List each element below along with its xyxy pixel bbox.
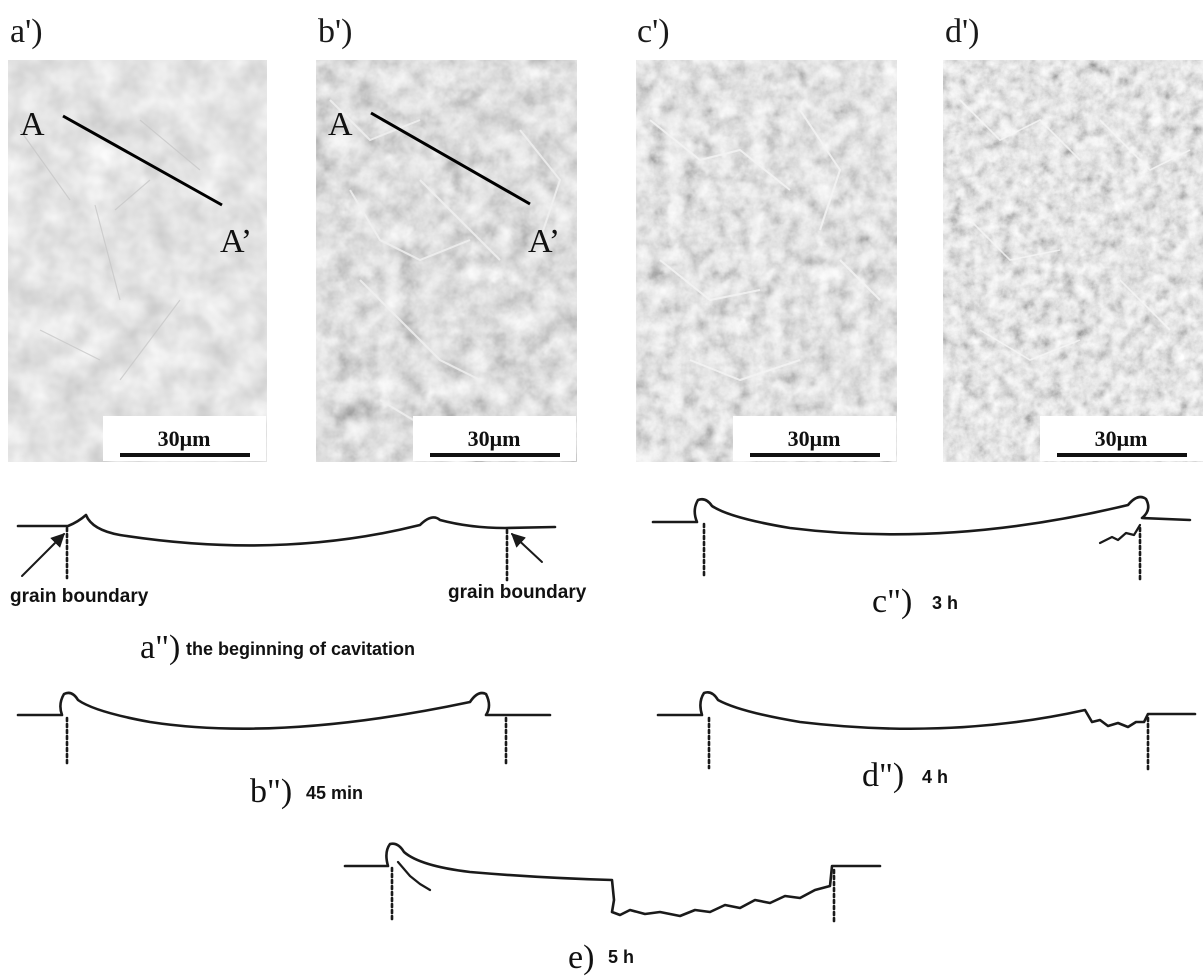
sem-image-b <box>316 60 577 462</box>
scale-label-b: 30μm <box>468 426 521 451</box>
point-b-end: A’ <box>528 223 560 260</box>
section-line-b <box>370 111 531 206</box>
sem-image-a <box>8 60 267 462</box>
profile-b <box>16 691 552 767</box>
profile-a-line <box>16 513 557 547</box>
scale-label-d: 30μm <box>1095 426 1148 451</box>
micrograph-a: a') A A’ 30μm <box>8 13 267 462</box>
sem-image-c <box>636 60 897 462</box>
gb-label-right: grain boundary <box>448 582 587 603</box>
micrograph-c: c') 30μm <box>636 13 897 462</box>
micrograph-d: d') 30μm <box>943 13 1203 462</box>
gb-arrow-left <box>21 533 65 577</box>
gb-arrow-right <box>510 533 543 563</box>
profile-e-crack <box>396 860 432 892</box>
profile-a-label: a") <box>140 629 180 666</box>
scale-bar-d <box>1057 453 1187 457</box>
profile-a <box>16 513 557 582</box>
micrograph-b: b') A A’ 30μm <box>316 13 577 462</box>
scale-bar-b <box>430 453 560 457</box>
profile-b-line <box>16 691 552 730</box>
profile-e-caption: 5 h <box>608 947 634 967</box>
profile-e <box>343 842 882 926</box>
sem-image-d <box>943 60 1203 462</box>
profile-c-caption: 3 h <box>932 593 958 613</box>
point-a-end: A’ <box>220 223 252 260</box>
scale-bar-a <box>120 453 250 457</box>
micrograph-c-label: c') <box>637 13 670 50</box>
point-a-start: A <box>20 106 45 143</box>
profile-c-label: c") <box>872 583 912 620</box>
profile-a-caption: the beginning of cavitation <box>186 639 415 659</box>
profile-b-label: b") <box>250 773 292 810</box>
scale-label-c: 30μm <box>788 426 841 451</box>
micrograph-a-label: a') <box>10 13 43 50</box>
gb-label-left: grain boundary <box>10 586 149 607</box>
profile-c-line <box>651 495 1192 536</box>
scale-bar-c <box>750 453 880 457</box>
point-b-start: A <box>328 106 353 143</box>
profile-d-label: d") <box>862 757 904 794</box>
section-line-a <box>62 114 223 207</box>
profile-c <box>651 495 1192 582</box>
micrograph-b-label: b') <box>318 13 352 50</box>
profile-d-line <box>656 691 1197 731</box>
profile-c-crack <box>1098 523 1142 545</box>
profile-e-line <box>343 842 882 918</box>
profile-e-label: e) <box>568 939 594 976</box>
scale-label-a: 30μm <box>158 426 211 451</box>
profile-d <box>656 691 1197 774</box>
profile-d-caption: 4 h <box>922 767 948 787</box>
profile-b-caption: 45 min <box>306 783 363 803</box>
micrograph-d-label: d') <box>945 13 979 50</box>
